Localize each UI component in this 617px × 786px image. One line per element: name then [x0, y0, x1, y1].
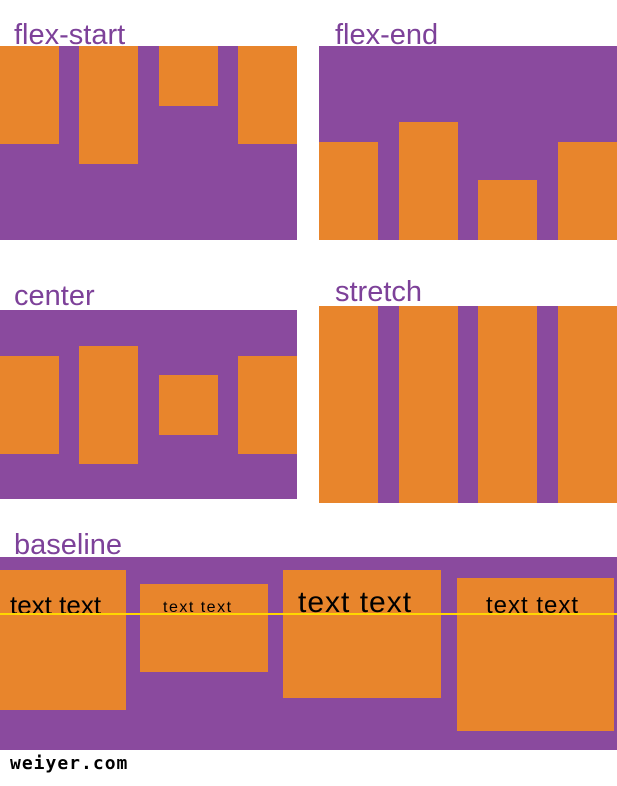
panel-label-center: center: [14, 280, 95, 312]
flex-item-box: [557, 142, 617, 240]
flex-container-baseline: text text text text text text text text: [0, 557, 617, 750]
baseline-box-text: text text: [298, 586, 413, 619]
flex-item-box: [79, 46, 139, 164]
flex-item-box: [478, 180, 538, 240]
flex-item-box: [0, 46, 59, 144]
watermark-text: weiyer.com: [10, 753, 129, 774]
flex-item-box: [237, 355, 297, 454]
baseline-box-text: text text: [163, 599, 233, 616]
flex-container-stretch: [319, 306, 617, 503]
baseline-box: text text: [457, 578, 614, 731]
flex-container-flex-end: [319, 46, 617, 240]
flex-item-box: [158, 374, 218, 435]
flex-item-box: [237, 46, 297, 144]
flex-container-center: [0, 310, 297, 499]
panel-label-flex-end: flex-end: [335, 19, 439, 51]
flex-item-box: [398, 122, 458, 240]
flex-item-box: [158, 46, 218, 106]
baseline-box: text text: [283, 570, 441, 698]
flex-item-box: [0, 355, 59, 454]
baseline-box: text text: [140, 584, 268, 672]
panel-label-stretch: stretch: [335, 276, 423, 308]
baseline-box: text text: [0, 570, 126, 710]
flex-item-box: [557, 306, 617, 503]
panel-label-flex-start: flex-start: [14, 19, 126, 51]
flex-item-box: [478, 306, 538, 503]
flex-item-box: [79, 345, 139, 464]
flex-container-flex-start: [0, 46, 297, 240]
flex-item-box: [319, 142, 378, 240]
baseline-indicator-line: [0, 613, 617, 615]
flex-item-box: [398, 306, 458, 503]
panel-label-baseline: baseline: [14, 529, 123, 561]
flex-item-box: [319, 306, 378, 503]
